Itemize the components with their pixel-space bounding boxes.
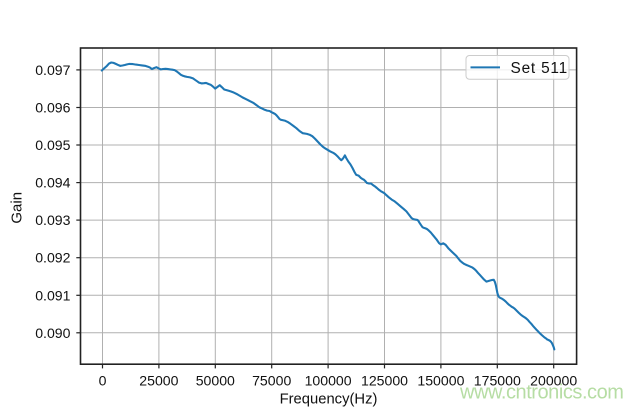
svg-text:0.093: 0.093 bbox=[35, 212, 70, 228]
svg-text:www.cntronics.com: www.cntronics.com bbox=[459, 382, 624, 404]
svg-text:0.095: 0.095 bbox=[35, 137, 70, 153]
svg-text:Gain: Gain bbox=[8, 192, 25, 224]
svg-text:0.091: 0.091 bbox=[35, 287, 70, 303]
svg-text:100000: 100000 bbox=[305, 373, 352, 389]
svg-text:0.090: 0.090 bbox=[35, 325, 70, 341]
svg-text:25000: 25000 bbox=[139, 373, 178, 389]
svg-text:0.097: 0.097 bbox=[35, 62, 70, 78]
svg-text:200000: 200000 bbox=[530, 373, 577, 389]
svg-text:175000: 175000 bbox=[474, 373, 521, 389]
svg-text:0.096: 0.096 bbox=[35, 100, 70, 116]
svg-text:0.092: 0.092 bbox=[35, 250, 70, 266]
svg-text:Set 511: Set 511 bbox=[511, 60, 569, 77]
svg-text:75000: 75000 bbox=[252, 373, 291, 389]
svg-text:125000: 125000 bbox=[361, 373, 408, 389]
svg-text:0: 0 bbox=[99, 373, 107, 389]
svg-text:Frequency(Hz): Frequency(Hz) bbox=[280, 392, 378, 408]
svg-text:0.094: 0.094 bbox=[35, 175, 70, 191]
svg-text:150000: 150000 bbox=[417, 373, 464, 389]
svg-text:50000: 50000 bbox=[196, 373, 235, 389]
